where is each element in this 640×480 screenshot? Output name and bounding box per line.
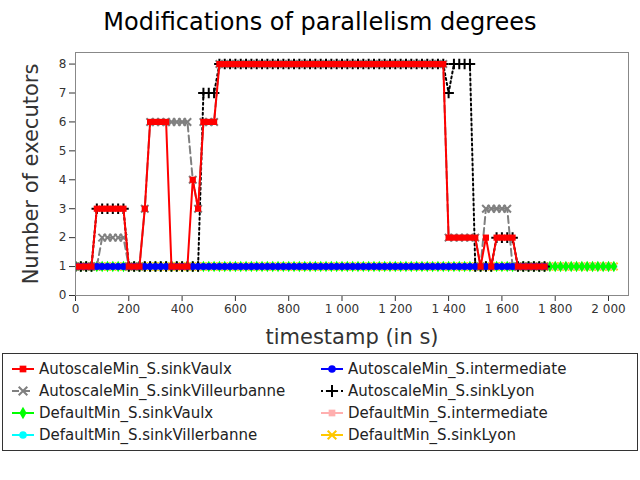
svg-text:3: 3 xyxy=(59,202,67,216)
svg-text:Number of executors: Number of executors xyxy=(19,64,43,285)
html-text:AutoscaleMin_S.sinkVilleurbann: AutoscaleMin_S.sinkVilleurbanne xyxy=(39,382,286,400)
svg-text:2: 2 xyxy=(59,230,67,244)
html-text:AutoscaleMin_S.sinkLyon: AutoscaleMin_S.sinkLyon xyxy=(348,382,535,400)
svg-text:4: 4 xyxy=(59,173,67,187)
svg-text:6: 6 xyxy=(59,115,67,129)
svg-text:800: 800 xyxy=(277,302,300,316)
svg-text:5: 5 xyxy=(59,144,67,158)
svg-text:1 600: 1 600 xyxy=(485,302,519,316)
svg-text:8: 8 xyxy=(59,57,67,71)
svg-text:600: 600 xyxy=(224,302,247,316)
svg-text:0: 0 xyxy=(59,288,67,302)
svg-text:1 000: 1 000 xyxy=(325,302,359,316)
html-text:DefaultMin_S.sinkVillerbanne: DefaultMin_S.sinkVillerbanne xyxy=(39,426,258,444)
svg-text:7: 7 xyxy=(59,86,67,100)
html-text:DefaultMin_S.sinkLyon: DefaultMin_S.sinkLyon xyxy=(348,426,516,444)
html-text:DefaultMin_S.intermediate: DefaultMin_S.intermediate xyxy=(348,404,548,422)
html-text:AutoscaleMin_S.intermediate: AutoscaleMin_S.intermediate xyxy=(348,360,567,378)
svg-text:1 200: 1 200 xyxy=(378,302,412,316)
svg-text:200: 200 xyxy=(117,302,140,316)
svg-text:400: 400 xyxy=(171,302,194,316)
svg-text:1 400: 1 400 xyxy=(431,302,465,316)
svg-text:1: 1 xyxy=(59,259,67,273)
html-text:DefaultMin_S.sinkVaulx: DefaultMin_S.sinkVaulx xyxy=(39,404,214,422)
svg-text:0: 0 xyxy=(72,302,80,316)
svg-text:2 000: 2 000 xyxy=(591,302,625,316)
html-text:Modifications of parallelism d: Modifications of parallelism degrees xyxy=(103,8,537,36)
html-text:AutoscaleMin_S.sinkVaulx: AutoscaleMin_S.sinkVaulx xyxy=(39,360,232,378)
svg-text:timestamp (in s): timestamp (in s) xyxy=(265,325,438,349)
svg-text:1 800: 1 800 xyxy=(538,302,572,316)
